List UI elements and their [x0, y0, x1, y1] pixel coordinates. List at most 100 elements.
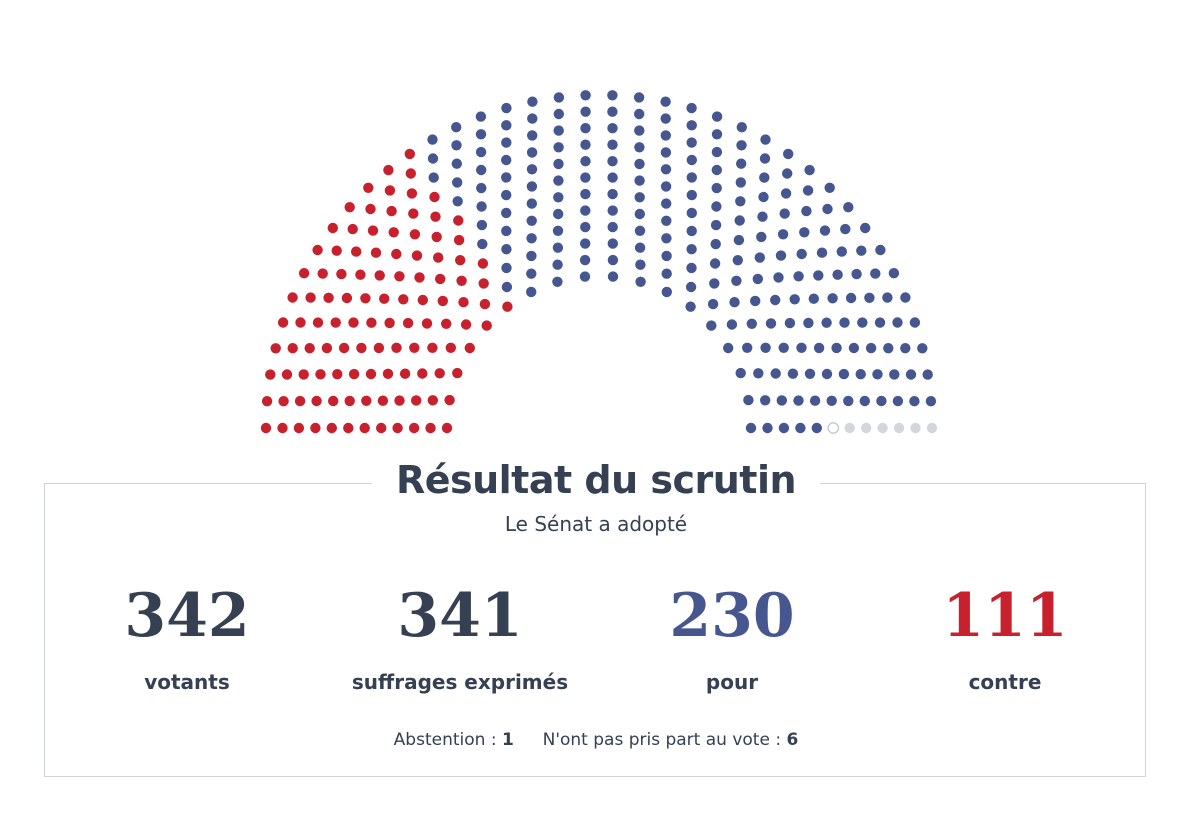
seat-pour — [821, 317, 832, 328]
seat-contre — [323, 292, 334, 303]
seat-pour — [801, 205, 812, 217]
seat-contre — [348, 368, 360, 380]
seat-pour — [922, 369, 933, 380]
abstention-label: Abstention : — [393, 730, 497, 750]
seat-pour — [783, 148, 794, 160]
seat-contre — [281, 369, 293, 380]
seat-pour — [477, 238, 488, 250]
seat-contre — [366, 317, 377, 328]
seat-contre — [312, 317, 324, 328]
seat-pour — [553, 92, 565, 103]
seat-pour — [580, 221, 591, 233]
seat-contre — [402, 317, 414, 329]
seat-pour — [909, 396, 920, 407]
seat-pour — [736, 122, 747, 133]
seat-pour — [857, 317, 868, 328]
seat-contre — [338, 342, 350, 354]
seat-contre — [441, 318, 452, 329]
seat-contre — [373, 342, 385, 354]
seat-contre — [382, 368, 394, 379]
seat-contre — [293, 422, 305, 434]
seat-contre — [479, 298, 491, 310]
seat-contre — [458, 297, 469, 308]
seat-pour — [711, 201, 722, 212]
seat-contre — [270, 343, 281, 354]
seat-contre — [294, 395, 306, 407]
seat-contre — [435, 273, 446, 285]
seat-pour — [427, 153, 439, 164]
seat-pour — [475, 146, 487, 158]
seat-contre — [388, 227, 399, 238]
seat-pour — [843, 202, 854, 213]
seat-pour — [661, 215, 672, 226]
seat-pour — [822, 203, 833, 215]
seat-pour — [889, 369, 900, 380]
seat-contre — [404, 148, 415, 160]
seat-pour — [723, 342, 734, 354]
seat-pour — [451, 158, 462, 169]
seat-pour — [634, 225, 646, 236]
seat-contre — [317, 268, 328, 279]
seat-pour — [821, 368, 833, 380]
stat-contre: 111 contre — [855, 578, 1155, 694]
seat-pour — [553, 175, 564, 186]
seat-contre — [441, 422, 453, 434]
seat-pour — [816, 247, 828, 258]
seat-pour — [552, 225, 564, 236]
seat-pour — [553, 158, 564, 170]
seat-contre — [344, 202, 355, 213]
seat-pour — [875, 244, 886, 256]
seat-pour — [607, 238, 618, 249]
seat-pour — [451, 122, 462, 133]
seat-contre — [398, 294, 409, 305]
seat-contre — [392, 422, 403, 434]
seat-contre — [411, 395, 422, 406]
seat-pour — [580, 156, 591, 167]
seat-pour — [635, 259, 646, 270]
seat-pour — [526, 268, 537, 279]
seat-pour — [731, 275, 742, 286]
seat-pour — [607, 271, 619, 282]
seat-pour — [686, 207, 697, 219]
seat-pour — [778, 422, 790, 434]
seat-pour — [580, 172, 591, 183]
seat-pour — [685, 281, 697, 293]
seat-pour — [796, 248, 807, 260]
seat-contre — [330, 317, 341, 328]
seat-contre — [305, 292, 316, 303]
seat-pour — [501, 262, 512, 274]
seat-pour — [840, 223, 851, 235]
seat-pour — [526, 233, 537, 244]
seat-pour — [711, 129, 723, 140]
seat-pour — [501, 102, 512, 114]
seat-contre — [464, 342, 475, 354]
seat-pour — [811, 422, 822, 434]
stat-contre-label: contre — [968, 670, 1042, 694]
seat-pour — [686, 172, 697, 183]
seat-pour — [661, 268, 672, 279]
seat-pour — [900, 343, 911, 354]
seat-contre — [417, 368, 428, 379]
seat-pour — [804, 368, 816, 379]
seat-contre — [481, 320, 492, 331]
seat-contre — [502, 301, 513, 312]
seat-pour — [832, 269, 843, 280]
seat-pour — [661, 198, 672, 209]
stat-contre-value: 111 — [942, 581, 1068, 651]
seat-contre — [391, 342, 402, 353]
seat-contre — [409, 229, 421, 240]
seat-pour — [553, 125, 564, 136]
seat-pour — [745, 422, 757, 434]
seat-pour — [775, 250, 787, 261]
seat-contre — [453, 234, 465, 246]
seat-pour — [876, 395, 887, 407]
seat-pour — [779, 208, 790, 219]
seat-pour — [476, 164, 487, 176]
seat-non_votants — [926, 422, 938, 434]
seat-pour — [888, 268, 900, 279]
seat-pour — [634, 175, 645, 186]
seat-pour — [710, 219, 722, 231]
seat-pour — [824, 182, 835, 193]
seat-pour — [803, 317, 814, 329]
seat-pour — [750, 295, 761, 307]
